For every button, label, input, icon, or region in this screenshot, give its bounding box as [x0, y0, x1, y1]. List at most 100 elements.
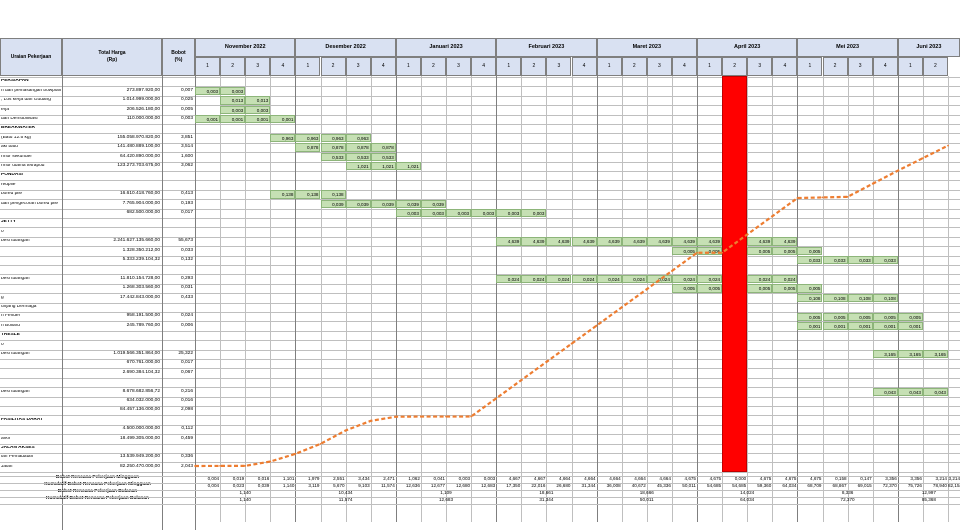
schedule-cell: 1,021 [395, 162, 421, 171]
item-label: dan Demobilisasi [1, 116, 38, 121]
schedule-cell: 0,024 [747, 274, 773, 284]
weekly-plan-value: 1,062 [408, 476, 420, 481]
weekly-cum-label: Kumulatif Bobot Rencana Pekerjaan Minggu… [44, 482, 151, 487]
month-header: Maret 2023 [596, 38, 697, 57]
weekly-plan-value: 3,356 [910, 476, 922, 481]
schedule-cell: 0,963 [270, 133, 296, 143]
item-label: Jalan [1, 464, 13, 469]
item-weight: 0,024 [180, 313, 193, 319]
item-price: 123.273.703.675,00 [117, 162, 160, 168]
schedule-cell: 0,003 [496, 209, 522, 218]
schedule-cell: 0,001 [797, 321, 823, 331]
item-price: 13.539.949.200,00 [119, 454, 160, 460]
item-weight: 25,322 [178, 350, 193, 356]
item-label: erja [1, 107, 9, 112]
schedule-cell: 1,021 [370, 162, 396, 171]
week-header: 1 [897, 57, 923, 76]
totals-gridline [0, 503, 960, 505]
week-header: 2 [420, 57, 446, 76]
item-price: 634.032.000,00 [126, 397, 160, 403]
week-header: 1 [195, 57, 221, 76]
schedule-cell: 4,639 [571, 237, 597, 246]
weekly-plan-value: 4,664 [634, 476, 646, 481]
weekly-plan-value: 4,664 [659, 476, 671, 481]
week-gridline [596, 76, 598, 522]
monthly-plan-value: 18,666 [639, 490, 654, 495]
weekly-plan-value: 0,000 [734, 476, 747, 481]
row-gridline [0, 77, 960, 78]
item-price: 82.250.470.000,00 [119, 463, 160, 469]
monthly-cum-value: 11,574 [338, 497, 353, 502]
weekly-cum-value: 69,015 [857, 483, 872, 488]
monthly-cum-value: 72,370 [840, 497, 855, 502]
week-gridline [395, 76, 397, 522]
schedule-cell: 0,039 [320, 199, 346, 209]
week-gridline [195, 76, 196, 522]
schedule-cell: 0,033 [822, 256, 848, 265]
monthly-cum-value: 85,368 [921, 497, 936, 502]
schedule-cell: 0,039 [370, 199, 396, 209]
item-weight: 3,851 [180, 134, 193, 140]
month-header: April 2023 [697, 38, 798, 57]
item-weight: 0,031 [180, 285, 193, 291]
weekly-plan-value: 4,667 [533, 476, 546, 481]
monthly-plan-value: 12,997 [921, 490, 936, 495]
week-header: 2 [822, 57, 848, 76]
item-price: 11.810.154.728,00 [120, 275, 160, 281]
item-weight: 0,003 [180, 115, 193, 121]
totals-gridline [0, 496, 960, 498]
month-header: Februari 2023 [496, 38, 597, 57]
week-header: 4 [772, 57, 798, 76]
schedule-cell: 4,639 [697, 237, 723, 246]
weekly-cum-value: 11,574 [381, 483, 395, 488]
weekly-cum-value: 9,103 [358, 483, 370, 488]
schedule-cell: 0,039 [395, 199, 421, 209]
week-gridline [897, 76, 899, 522]
item-label: besi tulangan [1, 389, 30, 394]
schedule-cell: 0,533 [320, 152, 346, 162]
item-label: rmor sekunder [1, 154, 32, 159]
header-item: Uraian Pekerjaan [0, 38, 62, 76]
item-weight: 0,017 [180, 209, 193, 215]
weight-unit-label: (%) [174, 57, 183, 63]
schedule-cell: 0,003 [521, 209, 547, 218]
section-title: PONDASI [1, 173, 23, 178]
row-gridline [0, 330, 960, 332]
schedule-cell: 0,005 [671, 246, 697, 256]
weekly-cum-value: 12,636 [405, 483, 420, 488]
schedule-cell: 1,021 [345, 162, 371, 171]
schedule-cell: 0,001 [847, 321, 873, 331]
item-weight: 2,098 [180, 407, 193, 413]
schedule-cell: 0,005 [697, 284, 723, 293]
week-header: 2 [621, 57, 647, 76]
item-weight: 3,514 [180, 144, 193, 150]
header-weight: Bobot (%) [162, 38, 195, 76]
month-header: Januari 2023 [395, 38, 497, 57]
weekly-plan-value: 0,003 [458, 476, 471, 481]
totals-gridline [0, 475, 960, 477]
schedule-cell: 4,639 [747, 237, 773, 246]
weekly-plan-value: 4,675 [684, 476, 696, 481]
schedule-cell: 0,024 [596, 274, 622, 284]
item-weight: 0,067 [180, 369, 193, 375]
week-header: 4 [872, 57, 898, 76]
schedule-cell: 0,001 [897, 321, 923, 331]
item-weight: 3,062 [180, 162, 193, 168]
schedule-cell: 0,033 [872, 256, 898, 265]
item-weight: 0,413 [180, 191, 193, 197]
item-label: lan Pemadatan [1, 455, 34, 460]
schedule-cell: 0,033 [797, 256, 823, 265]
monthly-plan-label: Bobot Rencana Pekerjaan Bulanan [57, 489, 138, 494]
schedule-cell: 0,001 [872, 321, 898, 331]
month-header: Juni 2023 [897, 38, 960, 57]
item-weight: 0,025 [180, 97, 193, 103]
item-weight: 0,132 [180, 256, 193, 262]
weekly-cum-value: 5,670 [333, 483, 345, 488]
schedule-cell: 0,963 [320, 133, 346, 143]
item-weight: 0,433 [180, 294, 193, 300]
weight-col-label: Bobot [171, 50, 186, 56]
weekly-cum-value: 40,672 [631, 483, 646, 488]
weekly-cum-value: 59,360 [757, 483, 772, 488]
weekly-plan-value: 0,019 [232, 476, 245, 481]
weekly-plan-value: 1,101 [282, 476, 295, 481]
